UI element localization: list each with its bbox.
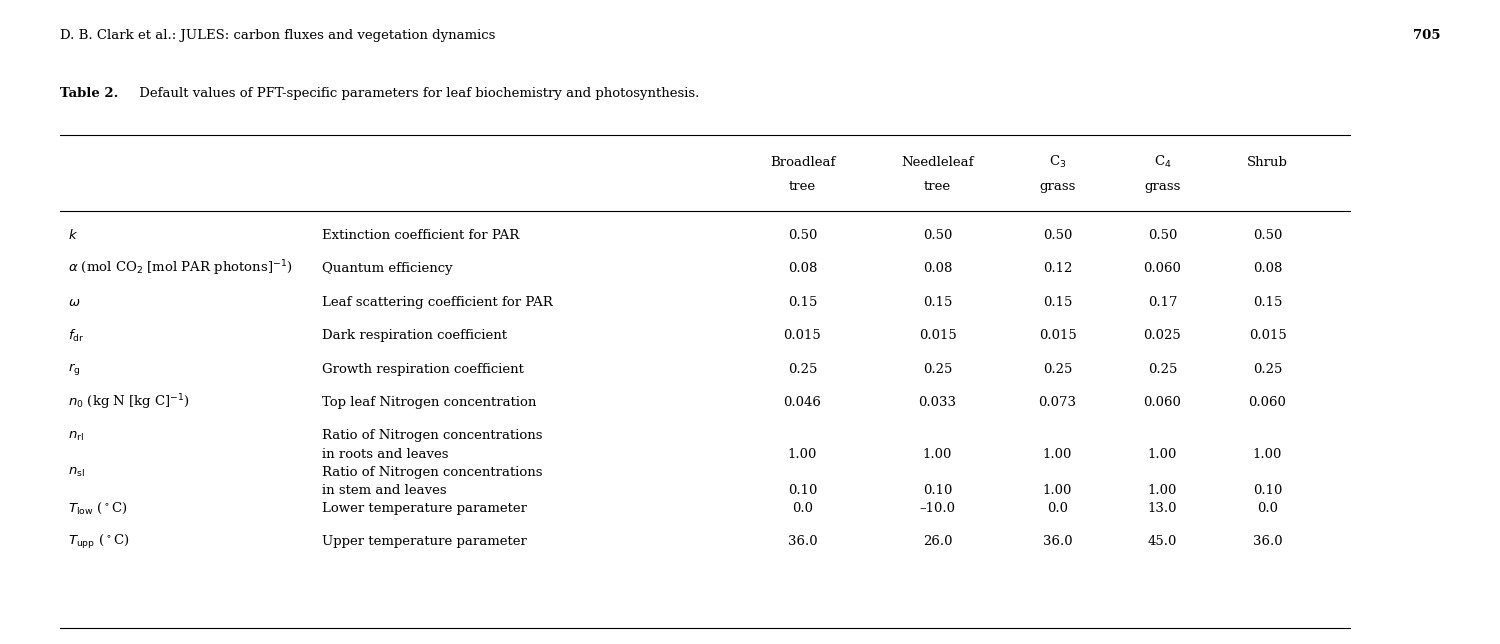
Text: 0.033: 0.033	[918, 396, 957, 409]
Text: 0.0: 0.0	[1257, 502, 1278, 515]
Text: 0.25: 0.25	[1042, 363, 1072, 375]
Text: 36.0: 36.0	[788, 535, 818, 548]
Text: 0.015: 0.015	[918, 329, 957, 342]
Text: 0.50: 0.50	[1148, 229, 1178, 242]
Text: Default values of PFT-specific parameters for leaf biochemistry and photosynthes: Default values of PFT-specific parameter…	[135, 87, 699, 100]
Text: 0.12: 0.12	[1042, 262, 1072, 275]
Text: Growth respiration coefficient: Growth respiration coefficient	[322, 363, 525, 375]
Text: in roots and leaves: in roots and leaves	[322, 448, 448, 460]
Text: 0.50: 0.50	[788, 229, 818, 242]
Text: Extinction coefficient for PAR: Extinction coefficient for PAR	[322, 229, 519, 242]
Text: 0.0: 0.0	[792, 502, 813, 515]
Text: 0.08: 0.08	[788, 262, 818, 275]
Text: grass: grass	[1144, 180, 1180, 193]
Text: 0.10: 0.10	[922, 484, 952, 497]
Text: 36.0: 36.0	[1252, 535, 1282, 548]
Text: tree: tree	[789, 180, 816, 193]
Text: 0.25: 0.25	[788, 363, 818, 375]
Text: Table 2.: Table 2.	[60, 87, 118, 100]
Text: $T_{\rm low}$ ($^\circ$C): $T_{\rm low}$ ($^\circ$C)	[68, 500, 128, 516]
Text: grass: grass	[1040, 180, 1076, 193]
Text: $f_{\rm dr}$: $f_{\rm dr}$	[68, 328, 84, 344]
Text: $k$: $k$	[68, 228, 78, 242]
Text: 45.0: 45.0	[1148, 535, 1178, 548]
Text: Upper temperature parameter: Upper temperature parameter	[322, 535, 528, 548]
Text: 0.060: 0.060	[1248, 396, 1287, 409]
Text: –10.0: –10.0	[920, 502, 956, 515]
Text: Broadleaf: Broadleaf	[770, 156, 836, 169]
Text: Quantum efficiency: Quantum efficiency	[322, 262, 453, 275]
Text: 0.25: 0.25	[1148, 363, 1178, 375]
Text: 1.00: 1.00	[1148, 448, 1178, 460]
Text: 0.025: 0.025	[1143, 329, 1182, 342]
Text: 0.17: 0.17	[1148, 296, 1178, 308]
Text: $n_0$ (kg N [kg C]$^{-1}$): $n_0$ (kg N [kg C]$^{-1}$)	[68, 393, 189, 412]
Text: 0.015: 0.015	[783, 329, 822, 342]
Text: 1.00: 1.00	[922, 448, 952, 460]
Text: D. B. Clark et al.: JULES: carbon fluxes and vegetation dynamics: D. B. Clark et al.: JULES: carbon fluxes…	[60, 29, 495, 42]
Text: 0.08: 0.08	[922, 262, 952, 275]
Text: 1.00: 1.00	[788, 448, 818, 460]
Text: 26.0: 26.0	[922, 535, 952, 548]
Text: 0.15: 0.15	[922, 296, 952, 308]
Text: 0.50: 0.50	[1252, 229, 1282, 242]
Text: Top leaf Nitrogen concentration: Top leaf Nitrogen concentration	[322, 396, 537, 409]
Text: 0.25: 0.25	[1252, 363, 1282, 375]
Text: 0.060: 0.060	[1143, 396, 1182, 409]
Text: $n_{\rm sl}$: $n_{\rm sl}$	[68, 466, 84, 478]
Text: 1.00: 1.00	[1252, 448, 1282, 460]
Text: Leaf scattering coefficient for PAR: Leaf scattering coefficient for PAR	[322, 296, 554, 308]
Text: 0.10: 0.10	[1252, 484, 1282, 497]
Text: C$_4$: C$_4$	[1154, 155, 1172, 171]
Text: 36.0: 36.0	[1042, 535, 1072, 548]
Text: 1.00: 1.00	[1042, 484, 1072, 497]
Text: Lower temperature parameter: Lower temperature parameter	[322, 502, 528, 515]
Text: 1.00: 1.00	[1148, 484, 1178, 497]
Text: Shrub: Shrub	[1246, 156, 1288, 169]
Text: $\omega$: $\omega$	[68, 296, 80, 308]
Text: 0.015: 0.015	[1038, 329, 1077, 342]
Text: 0.060: 0.060	[1143, 262, 1182, 275]
Text: 0.10: 0.10	[788, 484, 818, 497]
Text: 0.15: 0.15	[1042, 296, 1072, 308]
Text: 0.015: 0.015	[1248, 329, 1287, 342]
Text: 0.15: 0.15	[788, 296, 818, 308]
Text: $\alpha$ (mol CO$_2$ [mol PAR photons]$^{-1}$): $\alpha$ (mol CO$_2$ [mol PAR photons]$^…	[68, 259, 292, 278]
Text: 0.25: 0.25	[922, 363, 952, 375]
Text: Dark respiration coefficient: Dark respiration coefficient	[322, 329, 507, 342]
Text: 0.08: 0.08	[1252, 262, 1282, 275]
Text: Ratio of Nitrogen concentrations: Ratio of Nitrogen concentrations	[322, 430, 543, 442]
Text: Needleleaf: Needleleaf	[902, 156, 974, 169]
Text: $n_{\rm rl}$: $n_{\rm rl}$	[68, 430, 84, 442]
Text: 705: 705	[1413, 29, 1440, 42]
Text: 0.0: 0.0	[1047, 502, 1068, 515]
Text: 0.50: 0.50	[922, 229, 952, 242]
Text: $T_{\rm upp}$ ($^\circ$C): $T_{\rm upp}$ ($^\circ$C)	[68, 533, 129, 551]
Text: Ratio of Nitrogen concentrations: Ratio of Nitrogen concentrations	[322, 466, 543, 478]
Text: 0.50: 0.50	[1042, 229, 1072, 242]
Text: 0.046: 0.046	[783, 396, 822, 409]
Text: 1.00: 1.00	[1042, 448, 1072, 460]
Text: 0.15: 0.15	[1252, 296, 1282, 308]
Text: tree: tree	[924, 180, 951, 193]
Text: C$_3$: C$_3$	[1048, 155, 1066, 171]
Text: $r_{\rm g}$: $r_{\rm g}$	[68, 361, 80, 377]
Text: in stem and leaves: in stem and leaves	[322, 484, 447, 497]
Text: 13.0: 13.0	[1148, 502, 1178, 515]
Text: 0.073: 0.073	[1038, 396, 1077, 409]
